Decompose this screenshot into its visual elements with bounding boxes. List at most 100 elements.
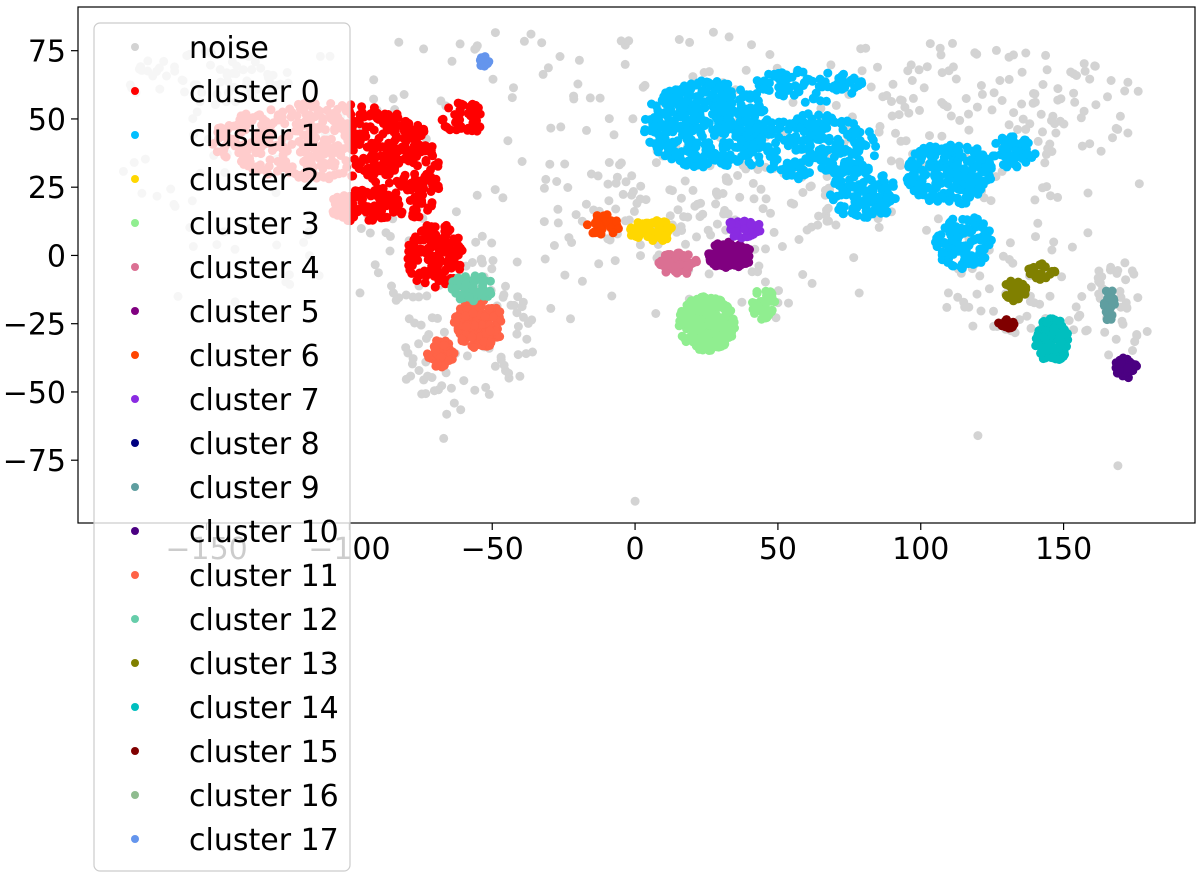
point — [946, 111, 956, 121]
point — [908, 93, 918, 103]
point — [719, 209, 729, 219]
point — [408, 354, 418, 364]
point — [449, 398, 459, 408]
point — [737, 151, 746, 161]
point — [350, 186, 360, 196]
point — [657, 95, 667, 105]
point — [897, 96, 907, 105]
point — [1071, 302, 1081, 312]
point — [969, 213, 979, 223]
x-tick-label: 150 — [1035, 532, 1092, 567]
point — [1064, 316, 1074, 325]
point — [368, 215, 378, 225]
legend-label: cluster 11 — [189, 559, 339, 594]
point — [439, 327, 449, 337]
point — [440, 243, 449, 252]
point — [630, 496, 640, 506]
point — [1095, 278, 1105, 288]
point — [886, 156, 896, 166]
point — [410, 125, 420, 135]
point — [845, 77, 855, 87]
point — [1083, 188, 1093, 198]
point — [798, 270, 808, 279]
point — [1008, 258, 1018, 268]
point — [794, 144, 804, 154]
point — [784, 298, 793, 308]
point — [471, 43, 481, 53]
point — [466, 107, 476, 117]
point — [521, 349, 531, 359]
point — [687, 115, 697, 125]
point — [697, 86, 707, 95]
point — [594, 259, 604, 269]
legend-marker — [131, 307, 139, 315]
point — [414, 339, 424, 349]
point — [1020, 289, 1030, 299]
point — [499, 360, 509, 370]
legend-label: noise — [189, 31, 269, 66]
point — [370, 260, 380, 270]
point — [427, 373, 437, 382]
point — [968, 321, 978, 331]
point — [756, 184, 766, 194]
legend-marker — [131, 483, 139, 491]
point — [777, 242, 787, 251]
point — [556, 122, 566, 132]
point — [707, 155, 717, 165]
point — [1030, 97, 1040, 107]
point — [696, 76, 706, 86]
point — [720, 160, 730, 170]
point — [706, 313, 716, 323]
point — [417, 198, 427, 208]
point — [382, 167, 392, 177]
point — [384, 178, 394, 188]
point — [882, 194, 892, 203]
point — [853, 211, 862, 220]
point — [718, 189, 728, 198]
point — [1017, 99, 1027, 109]
point — [888, 79, 898, 89]
point — [385, 231, 395, 241]
series-cluster-6 — [582, 210, 623, 239]
point — [849, 253, 859, 263]
point — [747, 40, 756, 50]
point — [737, 297, 747, 307]
point — [490, 361, 500, 371]
point — [604, 196, 614, 206]
point — [822, 216, 832, 226]
point — [800, 97, 810, 107]
point — [708, 109, 717, 119]
point — [814, 211, 824, 221]
point — [636, 181, 646, 191]
legend-marker — [131, 351, 139, 359]
point — [788, 160, 798, 170]
point — [671, 252, 681, 262]
point — [471, 237, 481, 247]
point — [585, 93, 595, 103]
point — [592, 227, 602, 237]
legend-marker — [131, 131, 139, 139]
point — [802, 225, 812, 235]
point — [915, 105, 924, 115]
legend-marker — [131, 395, 139, 403]
point — [823, 68, 833, 78]
point — [543, 63, 553, 73]
point — [1067, 242, 1077, 252]
point — [696, 104, 706, 114]
point — [490, 185, 500, 195]
point — [604, 158, 614, 167]
point — [427, 149, 437, 158]
point — [434, 385, 443, 395]
point — [624, 215, 634, 225]
point — [758, 204, 768, 214]
point — [373, 268, 383, 278]
point — [586, 169, 596, 179]
point — [1042, 317, 1051, 327]
point — [563, 183, 573, 192]
legend-marker — [131, 527, 139, 535]
point — [569, 94, 579, 104]
point — [420, 141, 430, 151]
point — [936, 50, 946, 60]
point — [874, 222, 884, 232]
point — [1006, 151, 1016, 161]
